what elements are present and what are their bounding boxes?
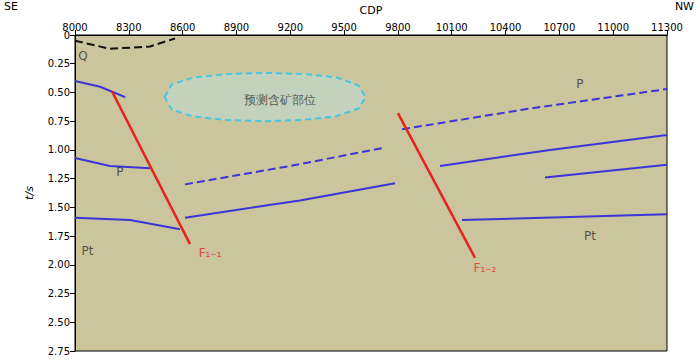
- svg-text:2.50: 2.50: [48, 317, 70, 328]
- svg-text:8900: 8900: [224, 22, 249, 33]
- svg-text:F₁₋₂: F₁₋₂: [473, 261, 496, 275]
- svg-text:P: P: [116, 165, 123, 179]
- svg-text:9800: 9800: [385, 22, 410, 33]
- svg-text:SE: SE: [4, 0, 18, 13]
- svg-text:NW: NW: [675, 0, 694, 13]
- svg-text:1.25: 1.25: [48, 173, 70, 184]
- svg-text:0.25: 0.25: [48, 58, 70, 69]
- svg-text:Pt: Pt: [82, 244, 94, 258]
- svg-text:9200: 9200: [278, 22, 303, 33]
- svg-text:2.75: 2.75: [48, 346, 70, 357]
- svg-text:10400: 10400: [490, 22, 522, 33]
- svg-text:P: P: [576, 77, 583, 91]
- svg-text:1.50: 1.50: [48, 202, 70, 213]
- svg-text:8600: 8600: [170, 22, 195, 33]
- svg-text:2.25: 2.25: [48, 288, 70, 299]
- svg-text:1.75: 1.75: [48, 231, 70, 242]
- svg-text:t/s: t/s: [23, 186, 36, 200]
- svg-text:CDP: CDP: [360, 4, 383, 17]
- svg-text:0.75: 0.75: [48, 116, 70, 127]
- svg-text:10700: 10700: [543, 22, 575, 33]
- svg-text:10100: 10100: [436, 22, 468, 33]
- svg-text:预测含矿部位: 预测含矿部位: [244, 93, 316, 107]
- svg-text:8000: 8000: [62, 22, 87, 33]
- svg-text:2.00: 2.00: [48, 259, 70, 270]
- svg-text:11300: 11300: [651, 22, 683, 33]
- svg-text:1.00: 1.00: [48, 144, 70, 155]
- svg-text:0.50: 0.50: [48, 87, 70, 98]
- svg-text:9500: 9500: [331, 22, 356, 33]
- svg-text:Pt: Pt: [584, 229, 596, 243]
- svg-text:Q: Q: [78, 49, 87, 63]
- svg-text:0: 0: [63, 29, 70, 41]
- svg-text:11000: 11000: [597, 22, 629, 33]
- svg-text:F₁₋₁: F₁₋₁: [199, 246, 222, 260]
- svg-text:8300: 8300: [116, 22, 141, 33]
